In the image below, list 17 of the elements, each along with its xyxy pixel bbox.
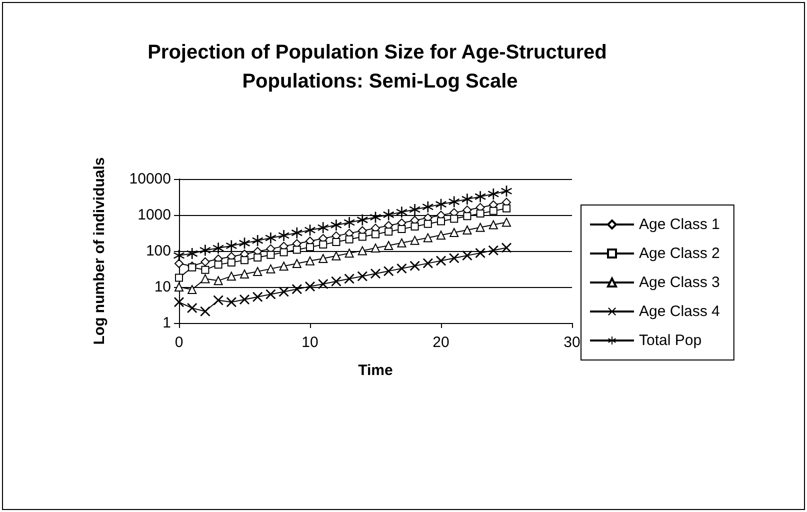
y-tick-label: 100	[146, 242, 171, 260]
legend-label: Age Class 3	[639, 274, 720, 291]
x-tick-label: 0	[174, 334, 184, 351]
legend-label: Total Pop	[639, 332, 702, 349]
legend-label: Age Class 2	[639, 245, 720, 262]
y-tick-label: 1000	[138, 206, 171, 224]
chart-title: Projection of Population Size for Age-Structured Populations: Semi-Log Scale	[148, 42, 612, 92]
y-tick-label: 1	[162, 314, 171, 332]
y-tick-label: 10	[154, 278, 171, 296]
legend-label: Age Class 1	[639, 216, 720, 233]
x-tick-label: 10	[302, 334, 318, 351]
legend-label: Age Class 4	[639, 303, 720, 320]
x-tick-label: 30	[564, 334, 580, 351]
y-tick-label: 10000	[129, 170, 171, 188]
x-tick-label: 20	[432, 334, 450, 351]
x-axis-title: Time	[358, 362, 393, 379]
y-axis-title: Log number of individuals	[91, 157, 108, 345]
